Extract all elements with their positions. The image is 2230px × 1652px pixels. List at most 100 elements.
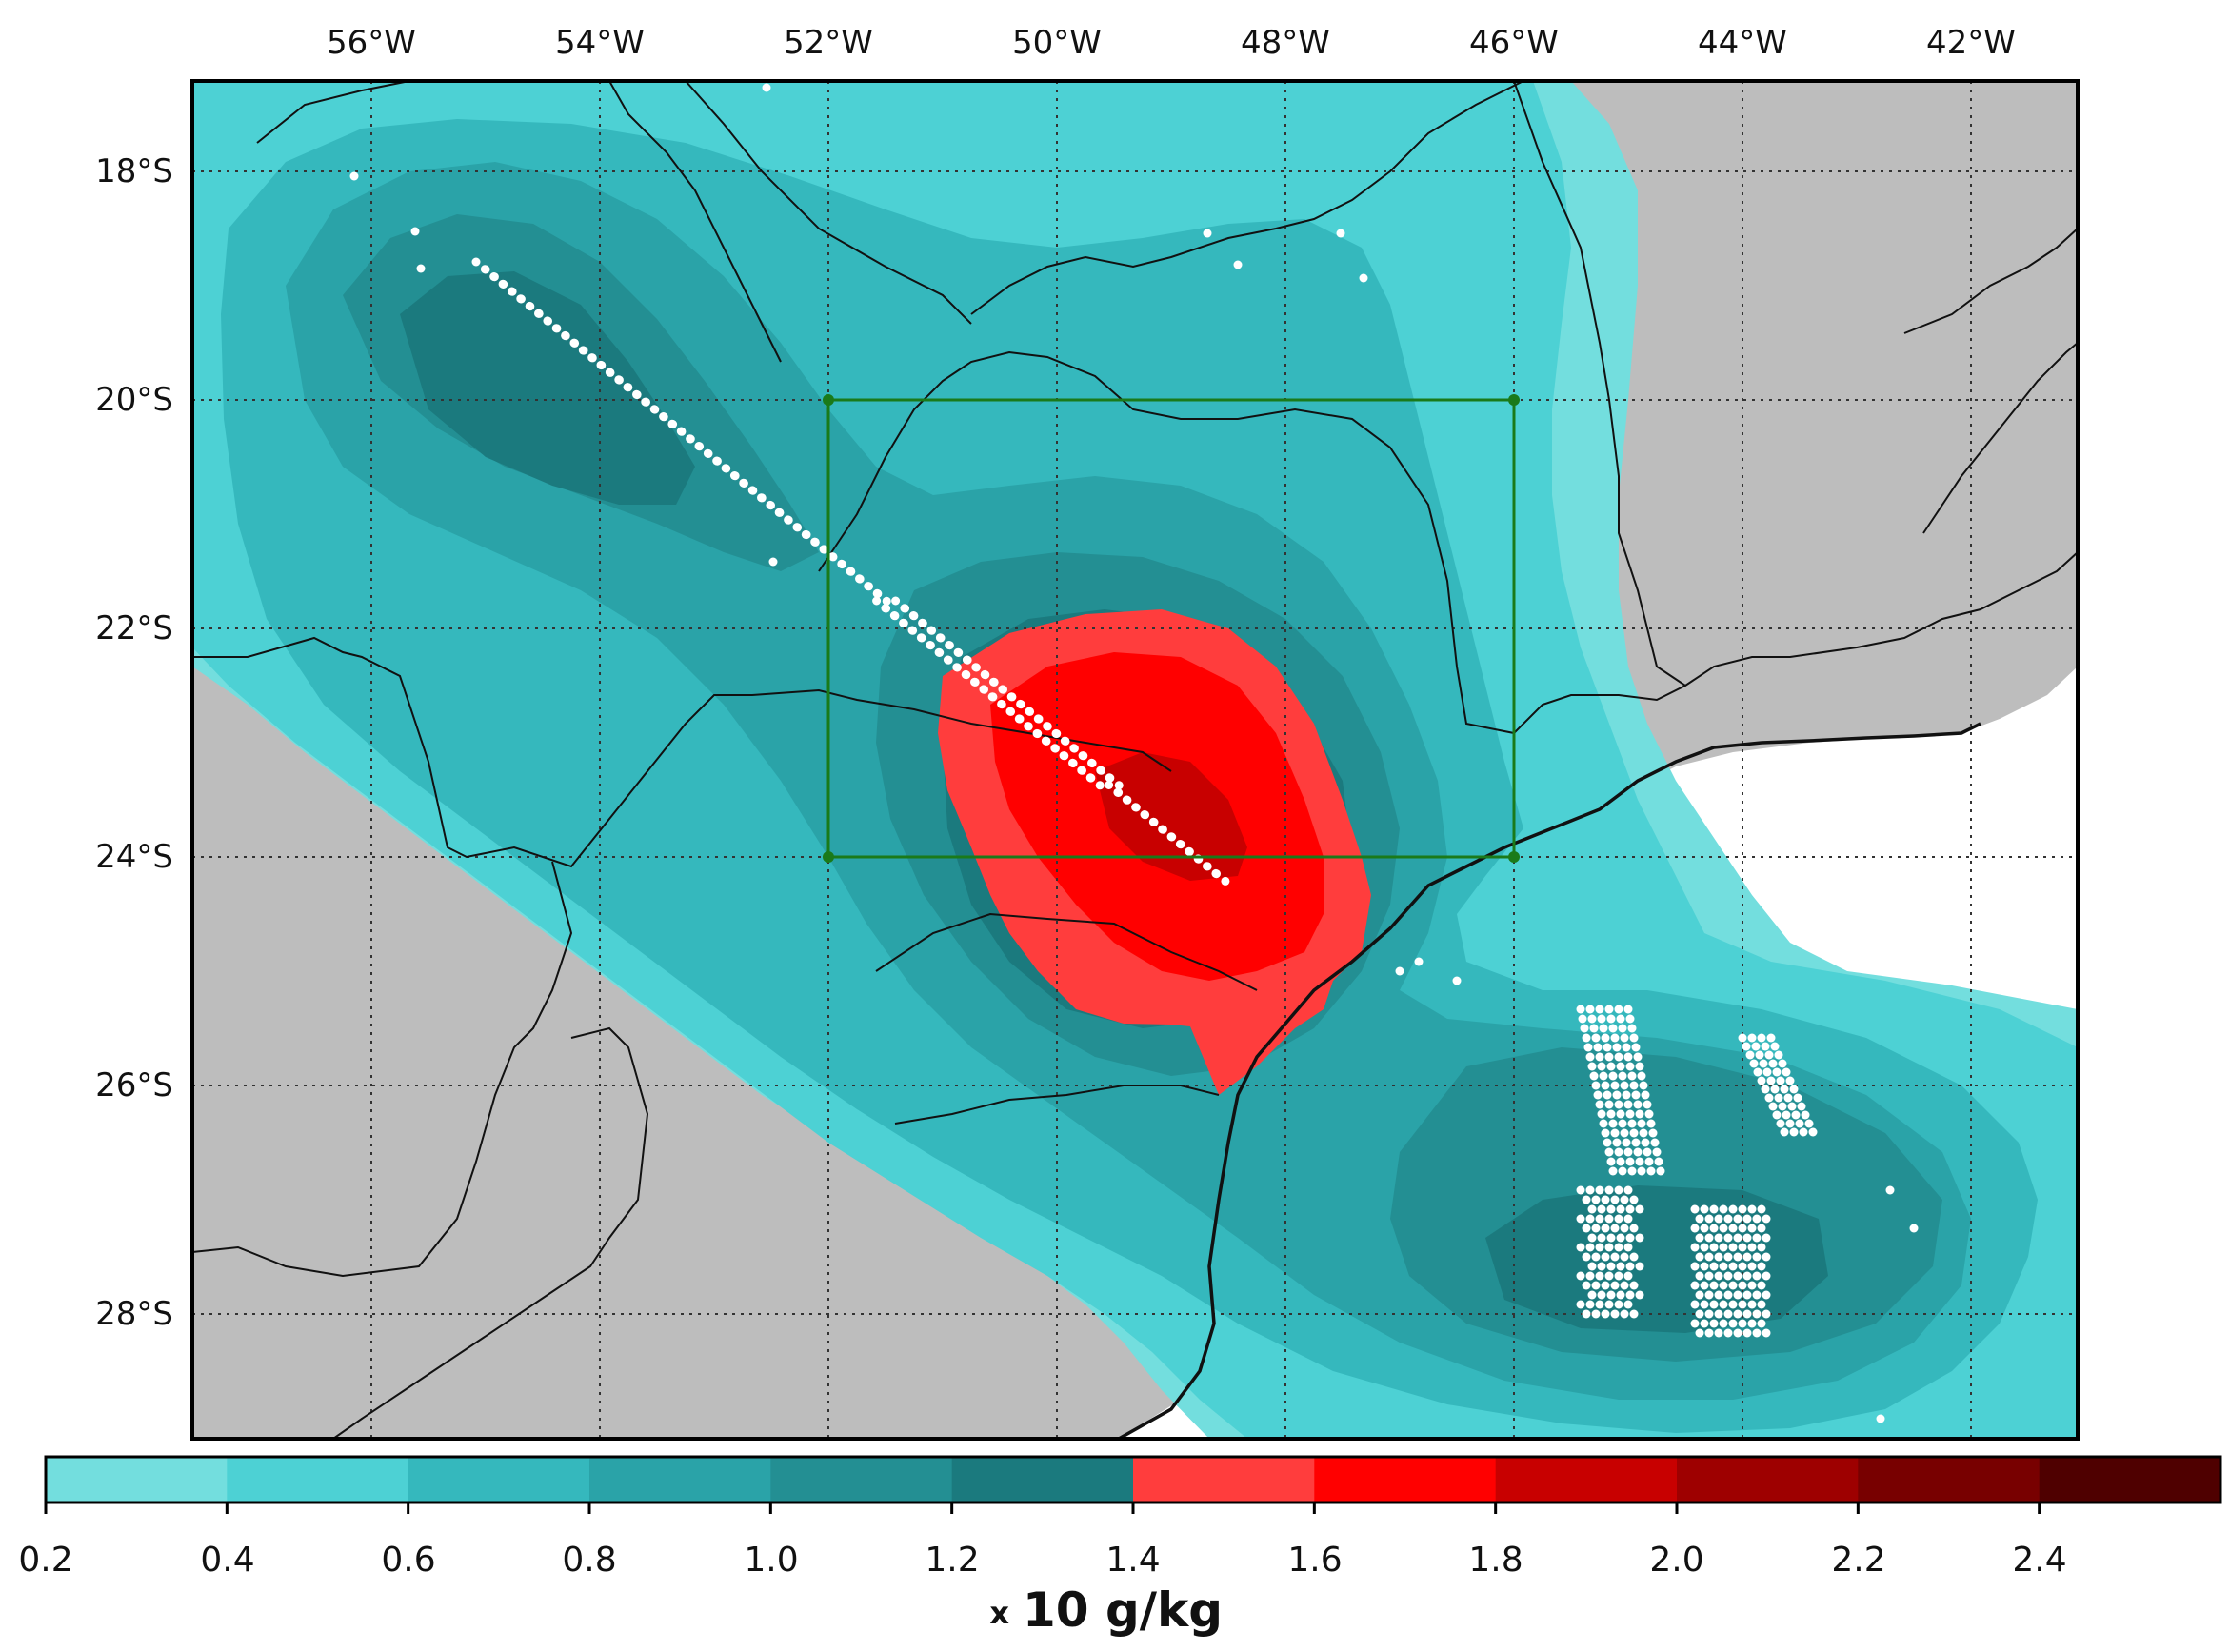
significance-stippling	[349, 83, 1919, 1423]
stipple-dot	[1808, 1127, 1818, 1137]
stipple-dot	[1728, 1243, 1738, 1252]
stipple-dot	[1618, 1119, 1627, 1128]
state-border-mg	[970, 81, 1524, 315]
contour-level-9	[1095, 752, 1247, 881]
stipple-dot	[1627, 1166, 1637, 1176]
stipple-dot	[1603, 1043, 1612, 1052]
stipple-dot	[1709, 1319, 1719, 1328]
stipple-dot	[1610, 1281, 1620, 1290]
stipple-dot	[1728, 1262, 1738, 1271]
stipple-dot	[1589, 1024, 1599, 1033]
stipple-dot	[1221, 876, 1230, 886]
stipple-dot	[1629, 1252, 1639, 1262]
stipple-dot	[872, 596, 882, 606]
colorbar-bin	[589, 1457, 771, 1503]
stipple-dot	[1795, 1119, 1804, 1128]
stipple-dot	[1635, 1290, 1644, 1300]
stipple-dot	[1595, 1243, 1604, 1252]
stipple-dot	[1733, 1252, 1742, 1262]
stipple-dot	[1637, 1119, 1646, 1128]
stipple-dot	[1644, 1109, 1654, 1119]
colorbar-ticks	[44, 1503, 2041, 1514]
stipple-dot	[1714, 1214, 1723, 1224]
stipple-dot	[1622, 1090, 1631, 1100]
stipple-dot	[1587, 1062, 1597, 1071]
stipple-dot	[1604, 1243, 1614, 1252]
colorbar-tick-label: 0.8	[562, 1541, 616, 1580]
lat-label-24s: 24°S	[95, 838, 173, 876]
stipple-dot	[1595, 1005, 1604, 1014]
lon-label-56w: 56°W	[327, 24, 416, 62]
stipple-dot	[1714, 1233, 1723, 1243]
stipple-dot	[1885, 1185, 1895, 1195]
stipple-dot	[1752, 1290, 1762, 1300]
stipple-dot	[712, 456, 722, 466]
colorbar-tick-labels: 0.2 0.4 0.6 0.8 1.0 1.2 1.4 1.6 1.8 2.0 …	[18, 1541, 2066, 1580]
stipple-dot	[1695, 1214, 1704, 1224]
stipple-dot	[1714, 1309, 1723, 1319]
stipple-dot	[1585, 1214, 1595, 1224]
stipple-dot	[1757, 1204, 1766, 1214]
colorbar-tick-label: 2.2	[1831, 1541, 1885, 1580]
stipple-dot	[1585, 1052, 1595, 1062]
stipple-dot	[1620, 1081, 1629, 1090]
stipple-dot	[1700, 1262, 1709, 1271]
stipple-dot	[1587, 1233, 1597, 1243]
stipple-dot	[1785, 1119, 1795, 1128]
stipple-dot	[1625, 1109, 1635, 1119]
stipple-dot	[1604, 1271, 1614, 1281]
stipple-dot	[1597, 1233, 1606, 1243]
stipple-dot	[1414, 957, 1424, 966]
stipple-dot	[1778, 1059, 1787, 1068]
stipple-dot	[1695, 1233, 1704, 1243]
stipple-dot	[1749, 1059, 1759, 1068]
stipple-dot	[1595, 1052, 1604, 1062]
stipple-dot	[1793, 1093, 1802, 1103]
stipple-dot	[410, 227, 420, 236]
stipple-dot	[1762, 1067, 1772, 1077]
state-border-ms-sp	[818, 350, 2078, 735]
stipple-dot	[1618, 1166, 1627, 1176]
stipple-dot	[1704, 1309, 1714, 1319]
stipple-dot	[649, 405, 659, 414]
stipple-dot	[1585, 1271, 1595, 1281]
stipple-dot	[1593, 1043, 1603, 1052]
colorbar-bin	[1858, 1457, 2041, 1503]
stipple-dot	[881, 604, 890, 613]
stipple-dot	[1723, 1271, 1733, 1281]
stipple-dot	[1105, 773, 1114, 783]
stipple-dot	[1755, 1050, 1764, 1060]
stipple-dot	[1336, 229, 1345, 238]
stipple-dot	[1627, 1071, 1637, 1081]
stipple-dot	[1616, 1290, 1625, 1300]
stipple-dot	[1738, 1281, 1747, 1290]
map-frame	[190, 79, 2080, 1441]
stipple-dot	[1728, 1281, 1738, 1290]
stipple-dot	[1747, 1300, 1757, 1309]
stipple-dot	[1233, 260, 1243, 269]
colorbar-bin	[1314, 1457, 1497, 1503]
stipple-dot	[935, 633, 945, 643]
stipple-dot	[998, 685, 1007, 694]
stipple-dot	[1704, 1271, 1714, 1281]
stipple-dot	[614, 375, 624, 385]
stipple-dot	[1597, 1109, 1606, 1119]
stipple-dot	[1585, 1243, 1595, 1252]
stipple-dot	[1591, 1224, 1601, 1233]
stipple-dot	[907, 626, 917, 635]
stipple-dot	[1747, 1319, 1757, 1328]
stipple-dot	[534, 309, 543, 318]
stipple-dot	[1719, 1281, 1728, 1290]
stipple-dot	[1747, 1033, 1757, 1043]
stipple-dot	[1709, 1204, 1719, 1214]
lon-label-46w: 46°W	[1469, 24, 1559, 62]
stipple-dot	[507, 287, 516, 296]
stipple-dot	[1762, 1328, 1771, 1338]
stipple-dot	[623, 383, 632, 392]
stipple-dot	[1585, 1185, 1595, 1195]
stipple-dot	[1158, 825, 1167, 834]
stipple-dot	[1762, 1233, 1771, 1243]
stipple-dot	[962, 655, 971, 665]
stipple-dot	[1622, 1043, 1631, 1052]
stipple-dot	[1601, 1281, 1610, 1290]
